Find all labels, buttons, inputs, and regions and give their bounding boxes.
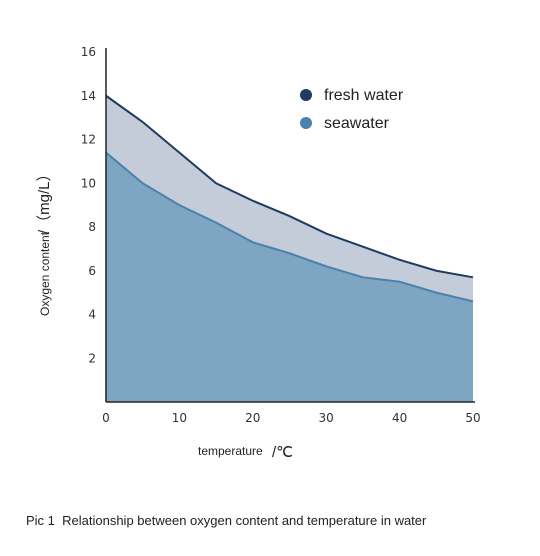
seawater-line [105,151,474,303]
y-tick-label: 4 [88,308,96,322]
legend-marker-seawater [300,117,312,129]
y-tick-label: 10 [81,176,96,190]
x-tick-label: 30 [319,411,334,425]
x-tick-label: 40 [392,411,407,425]
tick-labels: 2 4 6 8 10 12 14 16 0 10 20 30 40 50 [81,45,481,425]
fresh-water-line [105,94,474,279]
legend: fresh water seawater [300,87,404,132]
x-axis-label: temperature [198,444,263,458]
y-tick-label: 14 [81,89,96,103]
legend-marker-fresh-water [300,89,312,101]
legend-label-fresh-water: fresh water [324,87,404,104]
x-tick-label: 20 [245,411,260,425]
x-axis-unit: /℃ [272,444,293,461]
y-tick-label: 12 [81,133,96,147]
y-tick-label: 8 [88,220,96,234]
figure-caption: Pic 1 Relationship between oxygen conten… [26,513,427,528]
x-tick-label: 10 [172,411,187,425]
x-tick-label: 50 [465,411,480,425]
y-tick-label: 2 [88,351,96,365]
y-axis-unit: /（mg/L） [36,166,53,234]
y-axis-label: Oxygen content [38,231,52,316]
y-tick-label: 6 [88,264,96,278]
legend-label-seawater: seawater [324,115,390,132]
axes [105,48,475,403]
x-tick-label: 0 [102,411,110,425]
y-tick-label: 16 [81,45,96,59]
area-layer [105,94,474,402]
